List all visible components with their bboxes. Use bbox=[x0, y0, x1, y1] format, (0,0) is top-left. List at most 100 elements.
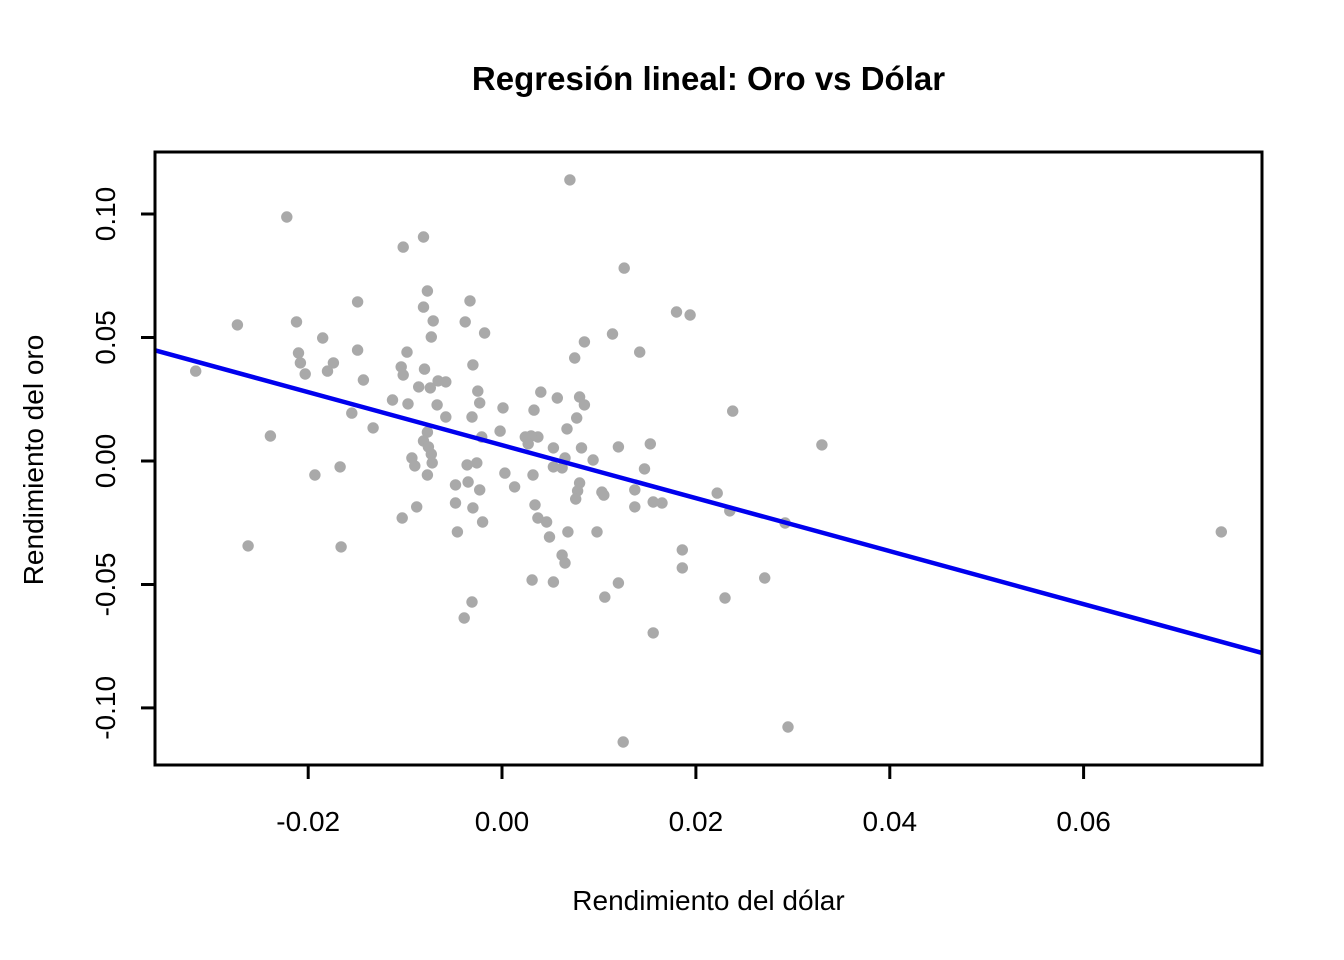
scatter-point bbox=[591, 526, 603, 538]
scatter-point bbox=[606, 328, 619, 340]
scatter-point bbox=[357, 374, 370, 386]
scatter-point bbox=[612, 577, 625, 589]
scatter-point bbox=[547, 442, 560, 454]
scatter-point bbox=[417, 301, 430, 313]
scatter-point bbox=[598, 489, 610, 501]
x-tick-label: 0.04 bbox=[863, 806, 918, 837]
x-tick-label: 0.06 bbox=[1056, 806, 1111, 837]
scatter-point bbox=[634, 346, 646, 358]
scatter-point bbox=[547, 576, 560, 588]
scatter-point bbox=[396, 512, 408, 524]
scatter-point bbox=[425, 448, 437, 460]
chart-title: Regresión lineal: Oro vs Dólar bbox=[471, 60, 946, 97]
x-tick-label: 0.02 bbox=[669, 806, 724, 837]
scatter-point bbox=[418, 363, 431, 375]
scatter-point bbox=[317, 332, 329, 344]
scatter-point bbox=[575, 442, 588, 454]
plot-box bbox=[153, 150, 1264, 767]
scatter-point bbox=[451, 526, 464, 538]
scatter-point bbox=[629, 484, 641, 496]
scatter-point bbox=[543, 531, 556, 543]
scatter-point bbox=[335, 541, 347, 553]
scatter-point bbox=[458, 612, 470, 624]
scatter-point bbox=[426, 457, 438, 469]
scatter-point bbox=[587, 454, 599, 466]
scatter-point bbox=[527, 469, 539, 481]
scatter-point bbox=[425, 331, 437, 343]
scatter-point bbox=[508, 481, 521, 493]
scatter-point bbox=[599, 591, 611, 603]
scatter-point bbox=[647, 496, 659, 508]
scatter-point bbox=[540, 516, 553, 528]
scatter-point bbox=[472, 385, 484, 397]
scatter-point bbox=[559, 557, 571, 569]
scatter-point bbox=[449, 497, 462, 509]
scatter-point bbox=[494, 425, 506, 437]
scatter-point bbox=[676, 562, 688, 574]
scatter-point bbox=[411, 501, 423, 513]
scatter-point bbox=[522, 438, 534, 450]
scatter-point bbox=[467, 502, 479, 514]
scatter-point bbox=[421, 426, 434, 438]
scatter-point bbox=[547, 461, 560, 473]
scatter-point bbox=[299, 368, 311, 380]
y-tick-label: -0.05 bbox=[90, 553, 121, 617]
scatter-point bbox=[535, 386, 547, 398]
scatter-point bbox=[264, 430, 277, 442]
scatter-point bbox=[556, 462, 568, 474]
scatter-point bbox=[402, 398, 414, 410]
scatter-point bbox=[617, 736, 629, 748]
scatter-point bbox=[401, 346, 413, 358]
scatter-point bbox=[532, 512, 544, 524]
scatter-point bbox=[462, 476, 474, 488]
scatter-point bbox=[327, 357, 340, 369]
scatter-point bbox=[231, 319, 244, 331]
scatter-point bbox=[612, 441, 625, 453]
scatter-point bbox=[440, 411, 452, 423]
y-axis-title: Rendimiento del oro bbox=[18, 334, 49, 586]
scatter-point bbox=[397, 369, 409, 381]
y-tick-label: -0.10 bbox=[90, 676, 121, 740]
scatter-point bbox=[351, 296, 364, 308]
scatter-point bbox=[476, 516, 489, 528]
x-tick-label: -0.02 bbox=[276, 806, 340, 837]
scatter-point bbox=[528, 404, 540, 416]
scatter-point bbox=[656, 497, 668, 509]
scatter-point bbox=[321, 365, 334, 377]
scatter-point bbox=[464, 295, 476, 307]
scatter-point bbox=[759, 572, 771, 584]
scatter-point bbox=[647, 627, 659, 639]
scatter-point bbox=[782, 721, 794, 733]
x-tick-label: 0.00 bbox=[475, 806, 530, 837]
scatter-point bbox=[629, 501, 641, 513]
scatter-point bbox=[618, 262, 630, 274]
scatter-point bbox=[346, 407, 358, 419]
scatter-point bbox=[397, 241, 409, 253]
scatter-point bbox=[413, 381, 425, 393]
scatter-point bbox=[290, 316, 303, 328]
scatter-point bbox=[564, 174, 576, 186]
scatter-point bbox=[551, 392, 563, 404]
scatter-point bbox=[367, 422, 379, 434]
scatter-point bbox=[670, 306, 683, 318]
scatter-point bbox=[351, 344, 364, 356]
scatter-point bbox=[467, 359, 479, 371]
scatter-point bbox=[461, 459, 473, 471]
scatter-point bbox=[466, 596, 478, 608]
scatter-point bbox=[578, 336, 591, 348]
scatter-point bbox=[1215, 526, 1228, 538]
scatter-point bbox=[431, 399, 443, 411]
scatter-point bbox=[309, 469, 321, 481]
scatter-point bbox=[711, 487, 723, 499]
scatter-point bbox=[424, 382, 436, 394]
scatter-point bbox=[449, 479, 462, 491]
scatter-point bbox=[638, 463, 651, 475]
scatter-point bbox=[427, 315, 439, 327]
scatter-point bbox=[571, 412, 583, 424]
scatter-point bbox=[294, 357, 307, 369]
scatter-point bbox=[676, 544, 688, 556]
scatter-point bbox=[569, 352, 581, 364]
y-tick-label: 0.00 bbox=[90, 434, 121, 489]
scatter-point bbox=[727, 405, 739, 417]
scatter-point bbox=[719, 592, 731, 604]
